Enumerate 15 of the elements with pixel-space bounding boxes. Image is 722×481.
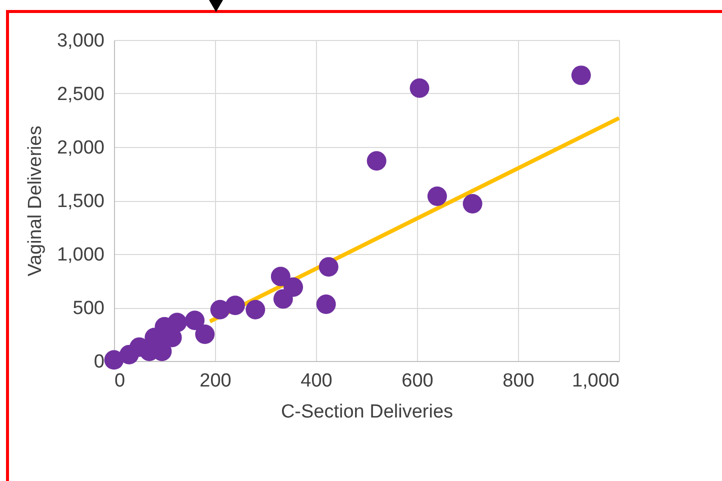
- y-tick-label: 1,500: [56, 191, 104, 212]
- y-axis-title: Vaginal Deliveries: [24, 126, 46, 276]
- y-tick-label: 3,000: [56, 30, 104, 52]
- x-tick-label: 400: [300, 370, 332, 392]
- y-tick-label: 2,000: [56, 138, 104, 158]
- y-tick-label: 0: [94, 352, 104, 372]
- x-tick-label: 800: [502, 370, 534, 392]
- x-tick-label: 0: [114, 370, 126, 392]
- y-tick-label: 1,000: [56, 244, 104, 266]
- x-tick-label: 600: [402, 370, 434, 392]
- x-tick-label: 1,000: [572, 370, 620, 392]
- x-axis-title: C-Section Deliveries: [280, 402, 454, 422]
- x-tick-label: 200: [200, 370, 232, 392]
- y-tick-label: 2,500: [56, 84, 104, 105]
- y-tick-label: 500: [72, 298, 104, 319]
